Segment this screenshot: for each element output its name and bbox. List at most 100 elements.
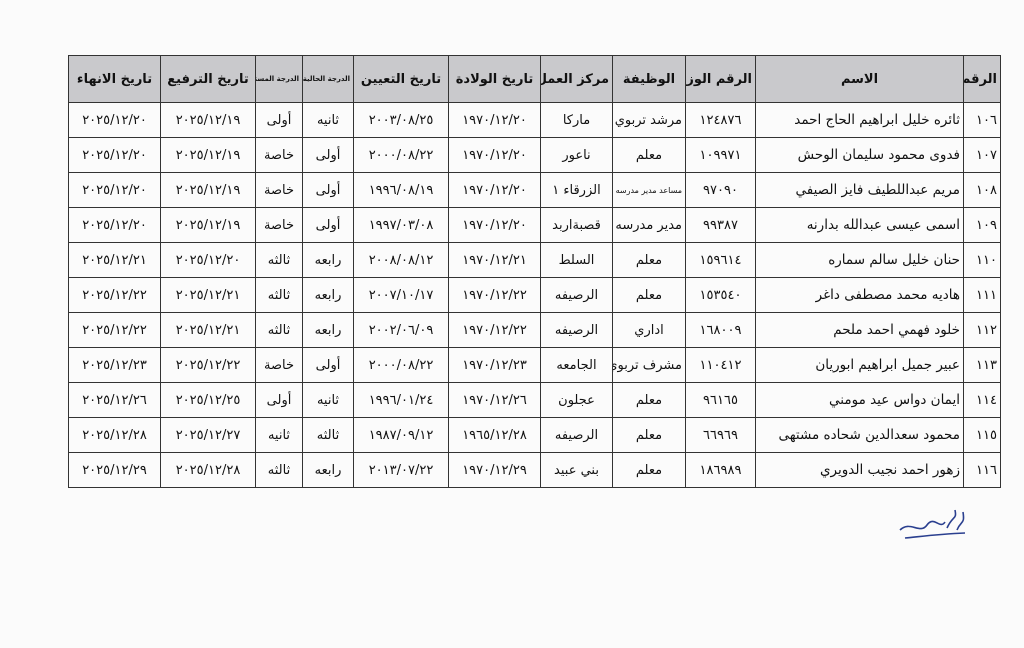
cell-birth-date: ١٩٧٠/١٢/٢٠ [448,172,541,208]
cell-birth-date: ١٩٧٠/١٢/٢٦ [448,382,541,418]
cell-name: خلود فهمي احمد ملحم [755,312,964,348]
cell-promotion-date: ٢٠٢٥/١٢/١٩ [160,137,256,173]
table-row: ١٠٨ مريم عبداللطيف فايز الصيفي ٩٧٠٩٠ مساعد … [68,172,1001,208]
cell-appointment-date: ١٩٨٧/٠٩/١٢ [353,417,449,453]
header-promotion-date: تاريخ الترفيع [160,55,256,103]
cell-name: عبير جميل ابراهيم ابوريان [755,347,964,383]
cell-end-date: ٢٠٢٥/١٢/٢٨ [68,417,161,453]
cell-workplace: ماركا [540,102,613,138]
cell-end-date: ٢٠٢٥/١٢/٢٠ [68,102,161,138]
cell-end-date: ٢٠٢٥/١٢/٢٠ [68,172,161,208]
cell-current-grade: أولى [302,137,354,173]
header-end-date: تاريخ الانهاء [68,55,161,103]
cell-workplace: الرصيفه [540,277,613,313]
cell-end-date: ٢٠٢٥/١٢/٢١ [68,242,161,278]
cell-due-grade: أولى [255,382,303,418]
cell-appointment-date: ٢٠٠٣/٠٨/٢٥ [353,102,449,138]
cell-job: معلم [612,382,686,418]
cell-name: ايمان دواس عيد مومني [755,382,964,418]
cell-number: ١٠٨ [963,172,1001,208]
cell-job: مساعد مدير مدرسه [612,172,686,208]
cell-appointment-date: ٢٠١٣/٠٧/٢٢ [353,452,449,488]
cell-job: معلم [612,242,686,278]
cell-birth-date: ١٩٧٠/١٢/٢٩ [448,452,541,488]
header-appointment-date: تاريخ التعيين [353,55,449,103]
cell-ministry-id: ١٥٣٥٤٠ [685,277,756,313]
cell-promotion-date: ٢٠٢٥/١٢/٢٨ [160,452,256,488]
cell-appointment-date: ١٩٩٧/٠٣/٠٨ [353,207,449,243]
table-row: ١١٢ خلود فهمي احمد ملحم ١٦٨٠٠٩ اداري الرصيفه… [68,312,1001,348]
cell-number: ١٠٦ [963,102,1001,138]
cell-due-grade: ثانيه [255,417,303,453]
cell-job: معلم [612,452,686,488]
cell-due-grade: ثالثه [255,242,303,278]
cell-appointment-date: ٢٠٠٠/٠٨/٢٢ [353,347,449,383]
cell-name: حنان خليل سالم سماره [755,242,964,278]
cell-ministry-id: ١٠٩٩٧١ [685,137,756,173]
cell-birth-date: ١٩٧٠/١٢/٢٢ [448,312,541,348]
cell-birth-date: ١٩٧٠/١٢/٢٠ [448,137,541,173]
cell-birth-date: ١٩٧٠/١٢/٢٠ [448,102,541,138]
cell-birth-date: ١٩٧٠/١٢/٢١ [448,242,541,278]
cell-job: معلم [612,277,686,313]
cell-current-grade: أولى [302,207,354,243]
cell-job: معلم [612,137,686,173]
cell-name: ثائره خليل ابراهيم الحاج احمد [755,102,964,138]
cell-workplace: الرصيفه [540,417,613,453]
header-number: الرقم [963,55,1001,103]
header-name: الاسم [755,55,964,103]
cell-promotion-date: ٢٠٢٥/١٢/٢٠ [160,242,256,278]
cell-workplace: الزرقاء ١ [540,172,613,208]
cell-current-grade: رابعه [302,312,354,348]
cell-workplace: قصبةاربد [540,207,613,243]
cell-number: ١٠٩ [963,207,1001,243]
cell-job: مدير مدرسه [612,207,686,243]
cell-name: فدوى محمود سليمان الوحش [755,137,964,173]
cell-appointment-date: ٢٠٠٨/٠٨/١٢ [353,242,449,278]
cell-current-grade: رابعه [302,452,354,488]
cell-promotion-date: ٢٠٢٥/١٢/٢٥ [160,382,256,418]
cell-due-grade: ثالثه [255,452,303,488]
cell-due-grade: ثالثه [255,277,303,313]
cell-ministry-id: ١٢٤٨٧٦ [685,102,756,138]
cell-workplace: الرصيفه [540,312,613,348]
cell-appointment-date: ٢٠٠٧/١٠/١٧ [353,277,449,313]
cell-end-date: ٢٠٢٥/١٢/٢٩ [68,452,161,488]
cell-number: ١١٢ [963,312,1001,348]
table-row: ١٠٩ اسمى عيسى عبدالله بدارنه ٩٩٣٨٧ مدير مدر… [68,207,1001,243]
cell-workplace: الجامعه [540,347,613,383]
cell-appointment-date: ٢٠٠٠/٠٨/٢٢ [353,137,449,173]
cell-number: ١١٤ [963,382,1001,418]
table-row: ١١١ هاديه محمد مصطفى داغر ١٥٣٥٤٠ معلم الرصيف… [68,277,1001,313]
cell-ministry-id: ٩٩٣٨٧ [685,207,756,243]
table-row: ١٠٦ ثائره خليل ابراهيم الحاج احمد ١٢٤٨٧٦ مر… [68,102,1001,138]
cell-promotion-date: ٢٠٢٥/١٢/١٩ [160,102,256,138]
cell-due-grade: ثالثه [255,312,303,348]
cell-name: محمود سعدالدين شحاده مشتهى [755,417,964,453]
cell-ministry-id: ٦٦٩٦٩ [685,417,756,453]
table-row: ١١٤ ايمان دواس عيد مومني ٩٦١٦٥ معلم عجلون ١٩٧… [68,382,1001,418]
cell-end-date: ٢٠٢٥/١٢/٢٠ [68,207,161,243]
cell-ministry-id: ٩٧٠٩٠ [685,172,756,208]
cell-end-date: ٢٠٢٥/١٢/٢٣ [68,347,161,383]
header-current-grade: الدرجة الحالية [302,55,354,103]
cell-current-grade: ثالثه [302,417,354,453]
cell-ministry-id: ١٥٩٦١٤ [685,242,756,278]
cell-end-date: ٢٠٢٥/١٢/٢٦ [68,382,161,418]
cell-job: مشرف تربوي [612,347,686,383]
cell-birth-date: ١٩٧٠/١٢/٢٢ [448,277,541,313]
cell-appointment-date: ١٩٩٦/٠١/٢٤ [353,382,449,418]
cell-due-grade: خاصة [255,207,303,243]
cell-end-date: ٢٠٢٥/١٢/٢٠ [68,137,161,173]
cell-promotion-date: ٢٠٢٥/١٢/١٩ [160,207,256,243]
cell-due-grade: خاصة [255,347,303,383]
cell-current-grade: رابعه [302,277,354,313]
cell-current-grade: رابعه [302,242,354,278]
cell-ministry-id: ٩٦١٦٥ [685,382,756,418]
cell-ministry-id: ١١٠٤١٢ [685,347,756,383]
cell-ministry-id: ١٨٦٩٨٩ [685,452,756,488]
header-job: الوظيفة [612,55,686,103]
cell-due-grade: خاصة [255,172,303,208]
